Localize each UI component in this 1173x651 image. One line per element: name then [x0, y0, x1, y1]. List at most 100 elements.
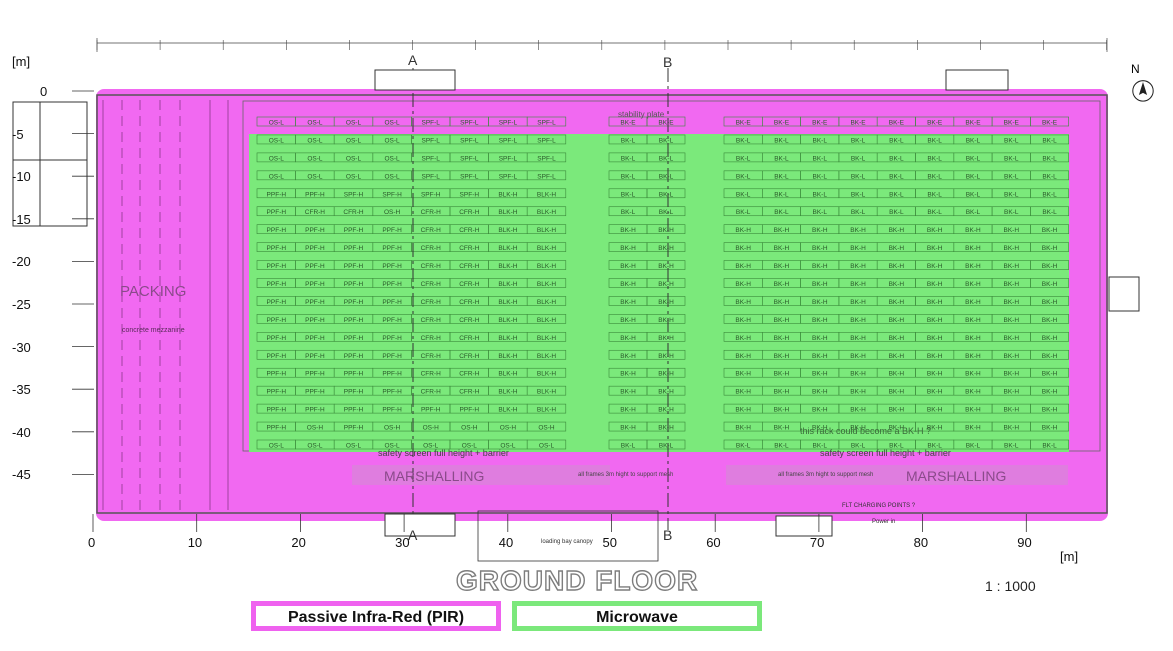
rack-label: BK-H: [1003, 425, 1019, 432]
rack-label: BK-L: [1004, 155, 1019, 162]
rack-bay: [526, 134, 567, 145]
rack-label: OS-H: [384, 425, 401, 432]
rack-label: BK-L: [1042, 443, 1057, 450]
rack-label: CFR-H: [459, 317, 480, 324]
rack-bay: [646, 170, 686, 181]
rack-label: BK-L: [736, 173, 751, 180]
rack-label: BK-L: [659, 191, 674, 198]
rack-label: BK-H: [1042, 281, 1058, 288]
rack-label: PPF-H: [382, 389, 402, 396]
rack-label: BK-L: [813, 137, 828, 144]
rack-bay: [1030, 403, 1070, 414]
rack-label: PPF-H: [305, 245, 325, 252]
rack-row-left: PPF-H PPF-H PPF-H PPF-H CFR-H CFR-H BLK-H BLK-H: [256, 242, 567, 252]
rack-label: PPF-H: [382, 299, 402, 306]
rack-label: BLK-H: [537, 209, 556, 216]
rack-row-right: BK-H BK-H BK-H BK-H BK-H BK-H BK-H BK-H BK-H: [723, 367, 1070, 378]
legend-microwave-label: Microwave: [596, 609, 678, 626]
rack-label: BK-H: [658, 353, 674, 360]
rack-label: BK-H: [965, 299, 981, 306]
rack-bay: [646, 314, 686, 324]
rack-label: OS-L: [385, 443, 401, 450]
y-tick-label: -45: [12, 467, 31, 483]
rack-bay: [526, 332, 567, 342]
rack-label: BK-L: [851, 173, 866, 180]
rack-label: BK-L: [774, 443, 789, 450]
rack-label: BK-H: [1042, 299, 1058, 306]
rack-bay: [646, 296, 686, 306]
building-outline: [96, 94, 1108, 514]
rack-row-right: BK-L BK-L BK-L BK-L BK-L BK-L BK-L BK-L BK-L: [723, 152, 1070, 162]
rack-label: BK-H: [1003, 335, 1019, 342]
rack-label: BK-H: [735, 425, 751, 432]
rack-label: BK-H: [889, 425, 905, 432]
rack-label: BK-H: [965, 245, 981, 252]
rack-label: BK-H: [1042, 335, 1058, 342]
rack-label: BK-H: [735, 263, 751, 270]
rack-label: PPF-H: [344, 317, 364, 324]
rack-label: BK-E: [658, 120, 674, 127]
rack-bay: [526, 152, 567, 163]
rack-bay: [646, 367, 686, 378]
rack-label: BK-L: [889, 209, 904, 216]
rack-label: CFR-H: [459, 389, 480, 396]
rack-label: PPF-H: [382, 263, 402, 270]
rack-bay: [526, 367, 567, 378]
rack-bay: [1030, 367, 1070, 378]
rack-label: BK-H: [927, 263, 943, 270]
rack-label: BLK-H: [498, 389, 517, 396]
rack-label: BK-L: [927, 137, 942, 144]
floor-plan: OS-L OS-L OS-L OS-L SPF-L SPF-L SPF-L SPF-L BK-E…: [12, 38, 1140, 562]
rack-label: SPF-H: [344, 191, 364, 198]
rack-label: BLK-H: [537, 191, 556, 198]
y-tick-label: -15: [12, 211, 31, 227]
rack-label: BK-L: [1042, 137, 1057, 144]
rack-row-middle: BK-H BK-H: [608, 332, 686, 342]
rack-label: BK-H: [620, 425, 636, 432]
x-tick-label: 70: [809, 535, 825, 550]
rack-label: BK-H: [927, 425, 943, 432]
rack-label: PPF-H: [344, 353, 364, 360]
rack-label: BK-H: [812, 317, 828, 324]
rack-bay: [526, 385, 567, 396]
canopy-label: loading bay canopy: [541, 539, 593, 545]
rack-row-middle: BK-L BK-L: [608, 439, 686, 450]
rack-label: PPF-H: [344, 371, 364, 378]
rack-label: OS-L: [307, 155, 323, 162]
rack-label: BK-L: [621, 173, 636, 180]
rack-label: BK-L: [774, 173, 789, 180]
rack-label: BK-H: [850, 299, 866, 306]
y-tick-label: -25: [12, 297, 31, 312]
rack-label: BK-E: [812, 120, 828, 127]
rack-row-left: PPF-H PPF-H PPF-H PPF-H CFR-H CFR-H BLK-H BLK-H: [256, 332, 567, 342]
rack-label: BK-H: [658, 389, 674, 396]
rack-label: BK-H: [658, 281, 674, 288]
rack-bay: [646, 224, 686, 234]
rack-label: BK-L: [1004, 443, 1019, 450]
rack-row-left: PPF-H PPF-H PPF-H PPF-H CFR-H CFR-H BLK-H BLK-H: [256, 385, 567, 396]
rack-label: BK-H: [965, 281, 981, 288]
rack-bay: [526, 242, 567, 252]
rack-label: BK-H: [620, 353, 636, 360]
rack-label: BK-H: [812, 281, 828, 288]
rack-label: CFR-H: [421, 227, 442, 234]
rack-label: BK-H: [850, 371, 866, 378]
rack-label: BK-H: [735, 389, 751, 396]
drawing-scale: 1 : 1000: [985, 578, 1036, 594]
rack-label: OS-L: [385, 173, 401, 180]
rack-row-middle: BK-H BK-H: [608, 385, 686, 396]
rack-label: BK-H: [774, 407, 790, 414]
rack-label: BK-L: [774, 191, 789, 198]
rack-row-right: BK-H BK-H BK-H BK-H BK-H BK-H BK-H BK-H BK-H: [723, 260, 1070, 270]
rack-label: BK-L: [927, 155, 942, 162]
rack-bay: [1030, 439, 1070, 450]
packing-label: PACKING: [120, 283, 186, 300]
rack-bay: [646, 385, 686, 396]
rack-label: CFR-H: [421, 209, 442, 216]
rack-bay: [1030, 349, 1070, 360]
rack-label: PPF-H: [267, 353, 287, 360]
rack-row-middle: BK-L BK-L: [608, 152, 686, 162]
rack-row-left: PPF-H OS-H PPF-H OS-H OS-H OS-H OS-H OS-H: [256, 421, 567, 432]
rack-label: BK-H: [774, 371, 790, 378]
y-tick-label: -30: [12, 339, 31, 355]
